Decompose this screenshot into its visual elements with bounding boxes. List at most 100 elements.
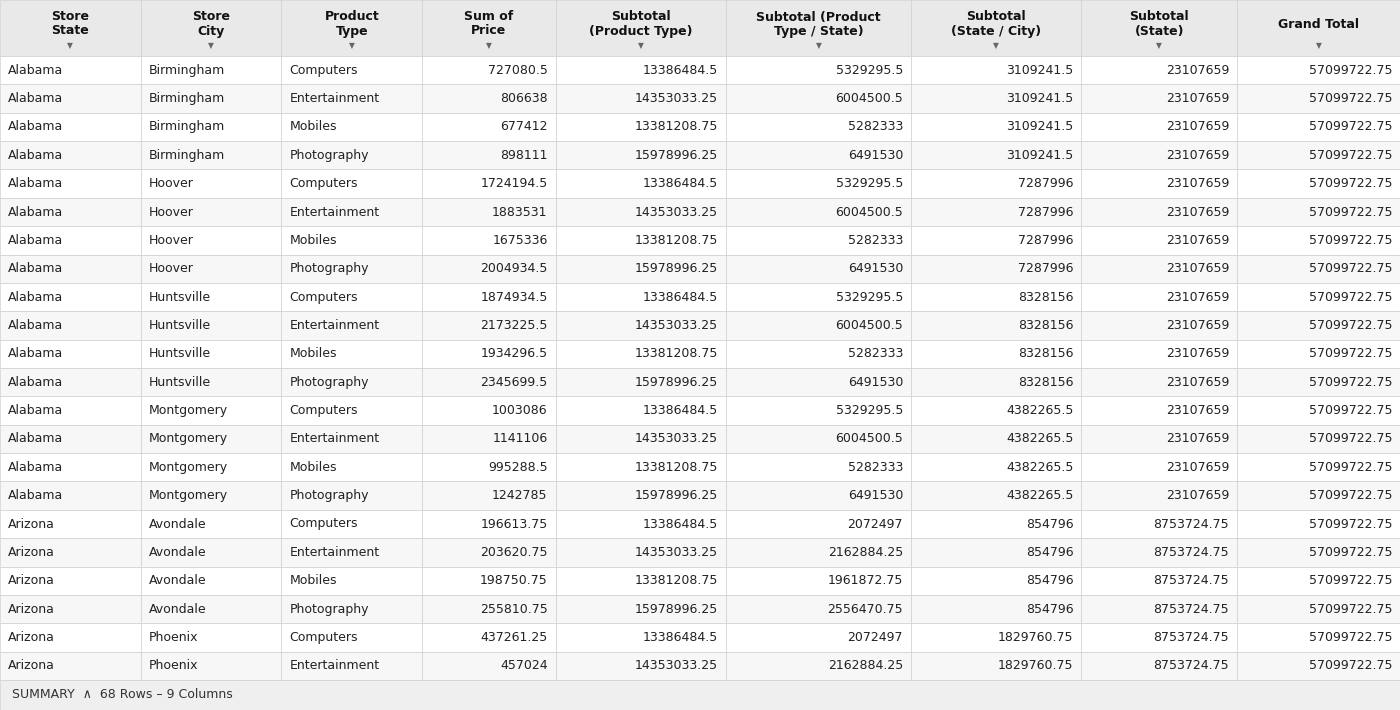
Text: 2173225.5: 2173225.5 xyxy=(480,319,547,332)
Text: Mobiles: Mobiles xyxy=(290,574,337,587)
Bar xyxy=(1081,84,1238,113)
Text: Subtotal (Product: Subtotal (Product xyxy=(756,11,881,23)
Bar xyxy=(0,141,141,170)
Text: Montgomery: Montgomery xyxy=(148,404,228,417)
Text: 23107659: 23107659 xyxy=(1166,64,1229,77)
Bar xyxy=(556,425,727,453)
Text: 13381208.75: 13381208.75 xyxy=(634,461,718,474)
Bar xyxy=(141,56,281,84)
Text: Entertainment: Entertainment xyxy=(290,546,379,559)
Text: Alabama: Alabama xyxy=(8,404,63,417)
Text: 23107659: 23107659 xyxy=(1166,489,1229,502)
Text: 13381208.75: 13381208.75 xyxy=(634,347,718,360)
Text: Alabama: Alabama xyxy=(8,319,63,332)
Text: 995288.5: 995288.5 xyxy=(489,461,547,474)
Bar xyxy=(1081,623,1238,652)
Bar xyxy=(727,368,911,396)
Bar xyxy=(727,198,911,226)
Bar xyxy=(911,255,1081,283)
Bar xyxy=(911,141,1081,170)
Text: 4382265.5: 4382265.5 xyxy=(1007,461,1074,474)
Text: 8753724.75: 8753724.75 xyxy=(1154,518,1229,530)
Text: 5282333: 5282333 xyxy=(848,121,903,133)
Bar xyxy=(281,567,423,595)
Text: 23107659: 23107659 xyxy=(1166,376,1229,388)
Text: 3109241.5: 3109241.5 xyxy=(1007,64,1074,77)
Text: 57099722.75: 57099722.75 xyxy=(1309,631,1392,644)
Bar xyxy=(281,623,423,652)
Bar xyxy=(1081,170,1238,198)
Bar xyxy=(911,283,1081,311)
Bar xyxy=(423,623,556,652)
Bar xyxy=(281,283,423,311)
Text: 5282333: 5282333 xyxy=(848,347,903,360)
Text: 2072497: 2072497 xyxy=(847,631,903,644)
Text: Type / State): Type / State) xyxy=(774,25,864,38)
Text: 854796: 854796 xyxy=(1026,574,1074,587)
Bar xyxy=(556,283,727,311)
Bar xyxy=(281,339,423,368)
Bar xyxy=(141,368,281,396)
Bar xyxy=(0,339,141,368)
Bar xyxy=(281,56,423,84)
Bar xyxy=(0,396,141,425)
Text: SUMMARY  ∧  68 Rows – 9 Columns: SUMMARY ∧ 68 Rows – 9 Columns xyxy=(13,689,232,701)
Text: ▼: ▼ xyxy=(994,41,1000,50)
Bar xyxy=(423,453,556,481)
Bar xyxy=(556,453,727,481)
Text: 57099722.75: 57099722.75 xyxy=(1309,290,1392,304)
Bar xyxy=(1238,141,1400,170)
Text: 57099722.75: 57099722.75 xyxy=(1309,234,1392,247)
Bar xyxy=(556,538,727,567)
Text: 13381208.75: 13381208.75 xyxy=(634,234,718,247)
Text: Alabama: Alabama xyxy=(8,461,63,474)
Text: 23107659: 23107659 xyxy=(1166,262,1229,275)
Bar xyxy=(423,113,556,141)
Text: 57099722.75: 57099722.75 xyxy=(1309,319,1392,332)
Text: 15978996.25: 15978996.25 xyxy=(634,376,718,388)
Bar xyxy=(1238,226,1400,255)
Text: 15978996.25: 15978996.25 xyxy=(634,262,718,275)
Text: 23107659: 23107659 xyxy=(1166,234,1229,247)
Text: 854796: 854796 xyxy=(1026,518,1074,530)
Text: 2162884.25: 2162884.25 xyxy=(827,660,903,672)
Text: 4382265.5: 4382265.5 xyxy=(1007,432,1074,445)
Bar xyxy=(1238,84,1400,113)
Bar xyxy=(141,567,281,595)
Text: 854796: 854796 xyxy=(1026,546,1074,559)
Bar xyxy=(1081,141,1238,170)
Bar xyxy=(556,170,727,198)
Bar xyxy=(727,652,911,680)
Bar xyxy=(556,141,727,170)
Text: 1874934.5: 1874934.5 xyxy=(480,290,547,304)
Bar xyxy=(1238,0,1400,56)
Text: 8753724.75: 8753724.75 xyxy=(1154,660,1229,672)
Bar xyxy=(423,538,556,567)
Bar xyxy=(1238,396,1400,425)
Text: 57099722.75: 57099722.75 xyxy=(1309,149,1392,162)
Bar xyxy=(0,56,141,84)
Bar xyxy=(281,652,423,680)
Text: 3109241.5: 3109241.5 xyxy=(1007,92,1074,105)
Bar xyxy=(0,226,141,255)
Bar xyxy=(911,538,1081,567)
Bar xyxy=(141,198,281,226)
Text: 6491530: 6491530 xyxy=(848,489,903,502)
Bar xyxy=(423,425,556,453)
Text: 6491530: 6491530 xyxy=(848,262,903,275)
Text: Birmingham: Birmingham xyxy=(148,121,225,133)
Bar xyxy=(556,368,727,396)
Text: 8753724.75: 8753724.75 xyxy=(1154,574,1229,587)
Text: 57099722.75: 57099722.75 xyxy=(1309,546,1392,559)
Text: Store: Store xyxy=(192,11,230,23)
Bar xyxy=(423,198,556,226)
Text: Photography: Photography xyxy=(290,603,370,616)
Bar xyxy=(423,56,556,84)
Text: Mobiles: Mobiles xyxy=(290,347,337,360)
Text: 3109241.5: 3109241.5 xyxy=(1007,149,1074,162)
Bar xyxy=(1238,368,1400,396)
Text: Huntsville: Huntsville xyxy=(148,290,211,304)
Bar xyxy=(1081,339,1238,368)
Bar xyxy=(0,368,141,396)
Text: 7287996: 7287996 xyxy=(1018,177,1074,190)
